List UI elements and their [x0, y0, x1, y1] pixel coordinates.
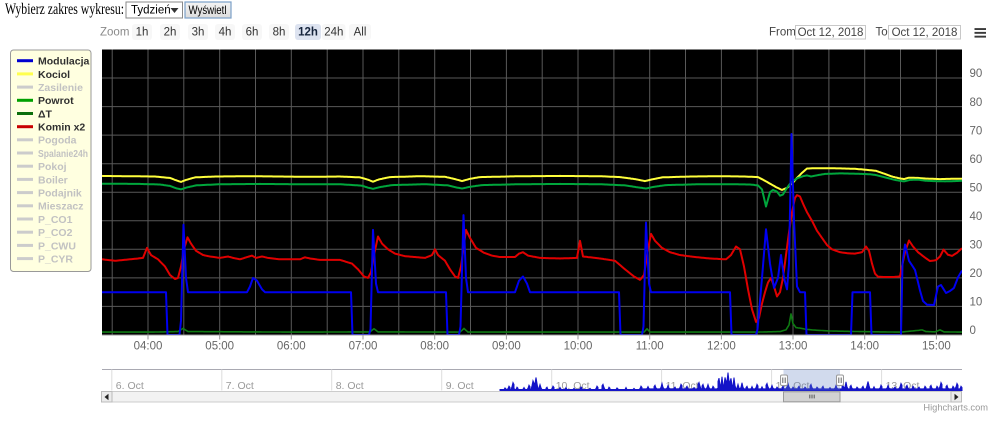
svg-text:20: 20 — [970, 268, 983, 280]
svg-text:Wybierz zakres wykresu:: Wybierz zakres wykresu: — [5, 1, 124, 18]
svg-text:To: To — [876, 27, 888, 39]
svg-text:3h: 3h — [192, 27, 205, 39]
svg-text:Powrot: Powrot — [38, 95, 74, 107]
svg-text:Kociol: Kociol — [38, 69, 70, 81]
svg-text:70: 70 — [970, 125, 983, 137]
svg-text:05:00: 05:00 — [205, 341, 234, 353]
svg-text:P_CO1: P_CO1 — [38, 214, 73, 226]
svg-text:11:00: 11:00 — [636, 341, 664, 353]
svg-text:Pogoda: Pogoda — [38, 135, 77, 147]
svg-text:15:00: 15:00 — [922, 341, 951, 353]
svg-text:8h: 8h — [273, 27, 286, 39]
svg-text:09:00: 09:00 — [492, 341, 521, 353]
svg-text:Zasilenie: Zasilenie — [38, 82, 83, 94]
svg-text:7. Oct: 7. Oct — [226, 380, 254, 392]
svg-text:12h: 12h — [298, 27, 318, 39]
svg-text:6. Oct: 6. Oct — [116, 380, 144, 392]
svg-text:Oct 12, 2018: Oct 12, 2018 — [892, 27, 958, 39]
svg-text:8. Oct: 8. Oct — [336, 380, 364, 392]
svg-text:Modulacja: Modulacja — [38, 56, 90, 68]
svg-text:Zoom: Zoom — [100, 27, 129, 39]
svg-text:60: 60 — [970, 154, 983, 166]
svg-text:14:00: 14:00 — [850, 341, 879, 353]
svg-text:50: 50 — [970, 182, 983, 194]
svg-text:Wyświetl: Wyświetl — [189, 3, 227, 17]
svg-text:13:00: 13:00 — [779, 341, 808, 353]
svg-text:Spalanie24h: Spalanie24h — [38, 148, 88, 160]
svg-text:P_CWU: P_CWU — [38, 240, 76, 252]
svg-text:08:00: 08:00 — [420, 341, 449, 353]
svg-text:12:00: 12:00 — [707, 341, 736, 353]
svg-text:Podajnik: Podajnik — [38, 188, 82, 200]
svg-text:2h: 2h — [164, 27, 177, 39]
svg-text:40: 40 — [970, 211, 983, 223]
svg-text:6h: 6h — [246, 27, 259, 39]
svg-text:Mieszacz: Mieszacz — [38, 201, 84, 213]
svg-text:1h: 1h — [136, 27, 149, 39]
svg-text:Oct 12, 2018: Oct 12, 2018 — [798, 27, 864, 39]
svg-text:From: From — [769, 27, 796, 39]
svg-text:24h: 24h — [324, 27, 343, 39]
svg-text:07:00: 07:00 — [349, 341, 378, 353]
svg-text:10:00: 10:00 — [564, 341, 593, 353]
svg-text:Komin x2: Komin x2 — [38, 122, 85, 134]
svg-text:0: 0 — [970, 325, 976, 337]
svg-text:4h: 4h — [219, 27, 232, 39]
svg-text:Boiler: Boiler — [38, 174, 68, 186]
svg-text:Tydzień: Tydzień — [131, 5, 171, 17]
svg-text:ΔT: ΔT — [38, 108, 53, 120]
svg-text:Pokoj: Pokoj — [38, 161, 67, 173]
svg-text:04:00: 04:00 — [134, 341, 163, 353]
svg-text:Highcharts.com: Highcharts.com — [923, 403, 988, 413]
svg-text:10: 10 — [970, 297, 983, 309]
svg-text:30: 30 — [970, 240, 983, 252]
svg-text:9. Oct: 9. Oct — [446, 380, 474, 392]
svg-text:All: All — [354, 27, 367, 39]
svg-text:90: 90 — [970, 68, 983, 80]
svg-text:P_CO2: P_CO2 — [38, 227, 73, 239]
svg-text:P_CYR: P_CYR — [38, 253, 73, 265]
svg-text:80: 80 — [970, 97, 983, 109]
svg-text:06:00: 06:00 — [277, 341, 306, 353]
